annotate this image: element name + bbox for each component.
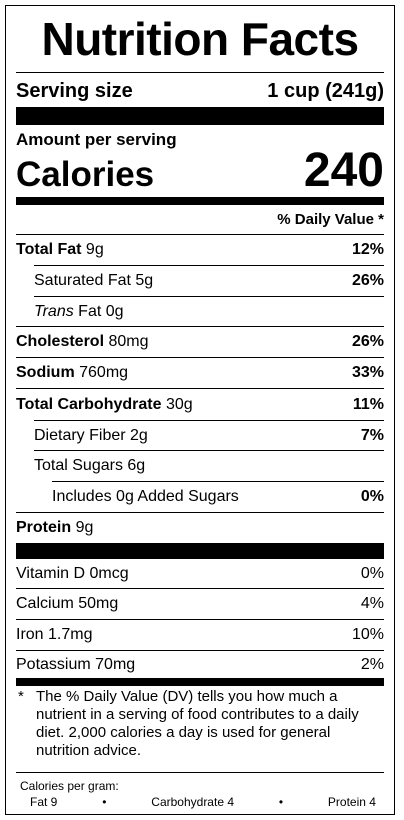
daily-value-footnote: * The % Daily Value (DV) tells you how m… <box>18 688 380 760</box>
medium-divider-calories <box>16 197 384 205</box>
thick-divider-protein <box>16 543 384 559</box>
amount-per-serving: Amount per serving <box>16 130 384 150</box>
nutrient-row-total-carbohydrate: Total Carbohydrate 30g 11% <box>16 389 384 420</box>
nutrient-name: Sodium <box>16 364 75 381</box>
calories-label: Calories <box>16 155 155 194</box>
nutrition-label: Nutrition Facts Serving size 1 cup (241g… <box>5 5 395 815</box>
divider <box>16 772 384 773</box>
divider <box>34 296 384 297</box>
calories-per-gram-carbohydrate: Carbohydrate 4 <box>151 795 234 809</box>
divider <box>16 650 384 651</box>
nutrient-name: Includes 0g Added Sugars <box>52 488 239 505</box>
nutrient-row-cholesterol: Cholesterol 80mg 26% <box>16 327 384 357</box>
serving-size-row: Serving size 1 cup (241g) <box>16 76 384 106</box>
nutrient-name: Potassium 70mg <box>16 656 136 673</box>
divider <box>16 512 384 513</box>
bullet-separator: • <box>102 795 107 809</box>
divider <box>16 388 384 389</box>
divider <box>16 234 384 235</box>
nutrient-dv: 26% <box>351 272 384 289</box>
micronutrient-row-calcium: Calcium 50mg 4% <box>16 589 384 619</box>
divider <box>16 357 384 358</box>
medium-divider-footnote <box>16 678 384 686</box>
nutrient-name: Total Carbohydrate <box>16 395 162 413</box>
nutrient-row-protein: Protein 9g <box>16 513 384 543</box>
calories-per-gram-fat: Fat 9 <box>30 795 58 809</box>
nutrient-name: Calcium 50mg <box>16 595 119 612</box>
calories-per-gram-title: Calories per gram: <box>20 779 119 793</box>
micronutrient-row-vitamin-d: Vitamin D 0mcg 0% <box>16 559 384 588</box>
nutrient-name: Vitamin D 0mcg <box>16 564 129 582</box>
nutrient-amount: 9g <box>81 241 104 258</box>
divider <box>34 450 384 451</box>
nutrient-name: Saturated Fat 5g <box>34 272 154 289</box>
nutrient-dv: 10% <box>351 626 384 643</box>
nutrient-row-total-sugars: Total Sugars 6g <box>34 451 384 481</box>
nutrient-dv: 33% <box>351 364 384 381</box>
nutrient-row-saturated-fat: Saturated Fat 5g 26% <box>34 266 384 296</box>
nutrient-row-dietary-fiber: Dietary Fiber 2g 7% <box>34 421 384 450</box>
nutrient-amount: 80mg <box>104 333 149 350</box>
divider <box>34 420 384 421</box>
title-divider <box>16 72 384 73</box>
daily-value-header: % Daily Value * <box>16 204 384 234</box>
label-title: Nutrition Facts <box>41 13 359 65</box>
calories-per-gram-protein: Protein 4 <box>327 795 376 809</box>
nutrient-name: Iron 1.7mg <box>16 626 93 643</box>
nutrient-row-trans-fat: Trans Fat 0g <box>34 297 384 326</box>
calories-per-gram-row: Fat 9 • Carbohydrate 4 • Protein 4 <box>30 795 376 809</box>
nutrient-dv: 26% <box>351 333 384 350</box>
nutrient-row-total-fat: Total Fat 9g 12% <box>16 235 384 265</box>
nutrient-row-sodium: Sodium 760mg 33% <box>16 358 384 388</box>
nutrient-dv: 7% <box>360 426 384 444</box>
micronutrient-row-potassium: Potassium 70mg 2% <box>16 651 384 679</box>
nutrient-name: Protein <box>16 519 72 536</box>
nutrient-amount: 9g <box>71 519 94 536</box>
serving-size-value: 1 cup (241g) <box>267 79 384 102</box>
nutrient-name: Total Fat <box>16 241 82 258</box>
amount-per-serving-label: Amount per serving <box>16 130 177 149</box>
nutrient-dv: 0% <box>360 564 384 582</box>
daily-value-header-label: % Daily Value * <box>277 210 384 228</box>
nutrient-dv: 4% <box>360 595 384 612</box>
calories-value: 240 <box>303 144 384 197</box>
footnote-text: The % Daily Value (DV) tells you how muc… <box>36 688 359 759</box>
nutrient-name: Dietary Fiber 2g <box>34 426 148 444</box>
nutrient-dv: 11% <box>352 395 384 413</box>
nutrient-amount: 30g <box>161 395 193 413</box>
nutrient-name: Cholesterol <box>16 333 105 350</box>
nutrient-name-italic: Trans <box>34 302 74 320</box>
divider <box>34 265 384 266</box>
serving-size-label: Serving size <box>16 79 133 102</box>
nutrient-name: Total Sugars 6g <box>34 457 146 474</box>
bullet-separator: • <box>278 795 284 809</box>
divider <box>16 326 384 327</box>
micronutrient-row-iron: Iron 1.7mg 10% <box>16 620 384 650</box>
nutrient-row-added-sugars: Includes 0g Added Sugars 0% <box>52 482 384 512</box>
nutrient-dv: 0% <box>360 488 384 505</box>
nutrient-dv: 2% <box>360 656 384 673</box>
divider <box>52 481 384 482</box>
nutrient-name: Fat 0g <box>73 302 124 320</box>
thick-divider-top <box>16 107 384 125</box>
footnote-asterisk: * <box>18 688 24 705</box>
divider <box>16 619 384 620</box>
nutrient-amount: 760mg <box>74 364 129 381</box>
nutrient-dv: 12% <box>351 241 384 258</box>
divider <box>16 588 384 589</box>
